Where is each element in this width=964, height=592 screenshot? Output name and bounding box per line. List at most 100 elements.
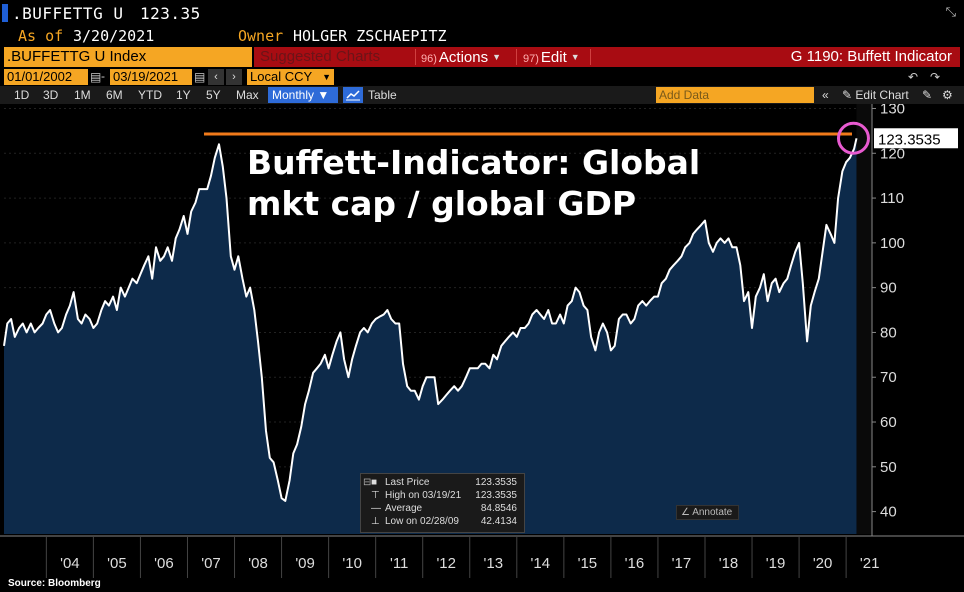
- y-tick-label: 110: [880, 190, 904, 207]
- period-1d[interactable]: 1D: [14, 88, 30, 102]
- y-tick-label: 80: [880, 324, 897, 341]
- legend-high-label: High on 03/19/21: [385, 490, 462, 501]
- annotate-label: Annotate: [692, 507, 733, 518]
- x-tick-label: '06: [154, 555, 174, 572]
- series-line: [3, 138, 858, 502]
- security-header: .BUFFETTG U 123.35 ⤡: [0, 0, 964, 26]
- y-tick-label: 70: [880, 369, 897, 386]
- chart-title-line-1: Buffett-Indicator: Global: [247, 143, 701, 182]
- frequency-value: Monthly: [272, 88, 315, 102]
- menu-divider: [590, 49, 591, 65]
- calendar-icon[interactable]: ▤: [90, 70, 102, 84]
- legend-low-label: Low on 02/28/09: [385, 516, 459, 527]
- chevron-down-icon: ▼: [317, 88, 330, 102]
- currency-select[interactable]: Local CCY ▼: [247, 69, 334, 85]
- chevron-down-icon: ▼: [322, 72, 331, 82]
- collapse-icon[interactable]: ⊟: [363, 477, 372, 488]
- legend-high-value: 123.3535: [475, 490, 517, 501]
- ticker-marker: [2, 4, 8, 22]
- period-5y[interactable]: 5Y: [206, 88, 221, 102]
- x-tick-label: '14: [531, 555, 551, 572]
- chart-svg: 40 50 60 70 80 90 100 110 120 130 '04 '05 '06 '07 '08…: [0, 104, 964, 578]
- x-tick-label: '18: [719, 555, 739, 572]
- legend-row-high: ⊤ High on 03/19/21 123.3535: [371, 490, 521, 503]
- asof-label: As of: [18, 27, 64, 45]
- x-tick-label: '09: [295, 555, 315, 572]
- x-tick-label: '04: [60, 555, 80, 572]
- y-tick-label: 120: [880, 145, 905, 162]
- suggested-charts-label: Suggested Charts: [260, 48, 381, 65]
- currency-value: Local CCY: [250, 69, 313, 84]
- function-title: G 1190: Buffett Indicator: [790, 48, 952, 65]
- chart-title: Buffett-Indicator: Global mkt cap / glob…: [247, 142, 700, 224]
- line-chart-icon: [346, 90, 360, 101]
- period-max[interactable]: Max: [236, 88, 259, 102]
- y-tick-label: 100: [880, 235, 905, 252]
- edit-icon[interactable]: ✎: [922, 88, 933, 102]
- x-tick-label: '16: [625, 555, 645, 572]
- chart-title-line-2: mkt cap / global GDP: [247, 184, 637, 223]
- edit-label: Edit: [540, 49, 567, 66]
- period-6m[interactable]: 6M: [106, 88, 123, 102]
- owner-label: Owner: [238, 27, 284, 45]
- y-tick-label: 90: [880, 280, 897, 297]
- legend-last-value: 123.3535: [475, 477, 517, 488]
- average-marker-icon: —: [371, 503, 381, 514]
- last-value-box: [874, 128, 958, 149]
- edit-menu[interactable]: 97) Edit ▼: [523, 47, 580, 69]
- settings-icon[interactable]: ⚙: [942, 88, 953, 102]
- index-field[interactable]: .BUFFETTG U Index: [4, 47, 252, 67]
- highlight-circle: [836, 121, 870, 155]
- y-tick-label: 50: [880, 459, 897, 476]
- legend-row-last: ⊟ ■ Last Price 123.3535: [363, 477, 521, 490]
- actions-shortcut: 96): [421, 53, 437, 65]
- chevron-right-icon[interactable]: ›: [226, 69, 242, 85]
- chart-legend[interactable]: ⊟ ■ Last Price 123.3535 ⊤ High on 03/19/…: [360, 473, 525, 533]
- square-icon: ■: [371, 477, 378, 488]
- x-tick-label: '15: [578, 555, 598, 572]
- edit-chart-button[interactable]: ✎ Edit Chart: [842, 88, 909, 102]
- y-tick-label: 130: [880, 104, 905, 117]
- x-tick-label: '17: [672, 555, 692, 572]
- pencil-icon: ∠: [681, 507, 690, 518]
- suggested-charts-menu[interactable]: Suggested Charts: [260, 47, 380, 67]
- chart-area[interactable]: 40 50 60 70 80 90 100 110 120 130 '04 '05 '06 '07 '08…: [0, 104, 964, 578]
- function-menu-bar: [254, 47, 960, 67]
- actions-menu[interactable]: 96) Actions ▼: [421, 47, 501, 69]
- owner-row: As of 3/20/2021 Owner HOLGER ZSCHAEPITZ: [0, 26, 964, 46]
- line-chart-button[interactable]: [343, 87, 363, 103]
- undo-icon[interactable]: ↶: [908, 70, 919, 84]
- edit-chart-label: Edit Chart: [855, 88, 909, 102]
- y-tick-label: 40: [880, 504, 897, 521]
- calendar-icon[interactable]: ▤: [194, 70, 206, 84]
- collapse-icon[interactable]: «: [822, 88, 829, 102]
- projection-band: [856, 104, 872, 534]
- x-tick-label: '19: [766, 555, 786, 572]
- period-1m[interactable]: 1M: [74, 88, 91, 102]
- actions-label: Actions: [438, 49, 489, 66]
- resize-icon[interactable]: ⤡: [945, 4, 956, 19]
- menu-divider: [516, 49, 517, 65]
- ticker-price: 123.35: [140, 4, 201, 23]
- chevron-left-icon[interactable]: ‹: [208, 69, 224, 85]
- chevron-down-icon: ▼: [570, 52, 580, 62]
- add-data-input[interactable]: Add Data: [656, 87, 814, 103]
- ticker-symbol[interactable]: .BUFFETTG U: [12, 4, 124, 23]
- period-3d[interactable]: 3D: [43, 88, 59, 102]
- redo-icon[interactable]: ↷: [930, 70, 941, 84]
- annotate-button[interactable]: ∠ Annotate: [676, 505, 739, 520]
- pencil-icon: ✎: [842, 88, 853, 102]
- date-separator: -: [101, 69, 105, 83]
- end-date-input[interactable]: 03/19/2021: [110, 69, 192, 85]
- period-1y[interactable]: 1Y: [176, 88, 191, 102]
- legend-row-average: — Average 84.8546: [371, 503, 521, 516]
- period-ytd[interactable]: YTD: [138, 88, 162, 102]
- series-area: [4, 138, 857, 535]
- low-marker-icon: ⊥: [371, 516, 380, 527]
- owner-value: HOLGER ZSCHAEPITZ: [293, 27, 447, 45]
- table-button[interactable]: Table: [368, 88, 397, 102]
- frequency-select[interactable]: Monthly ▼: [268, 87, 338, 103]
- start-date-input[interactable]: 01/01/2002: [4, 69, 88, 85]
- x-tick-label: '12: [436, 555, 456, 572]
- x-tick-label: '11: [390, 555, 408, 572]
